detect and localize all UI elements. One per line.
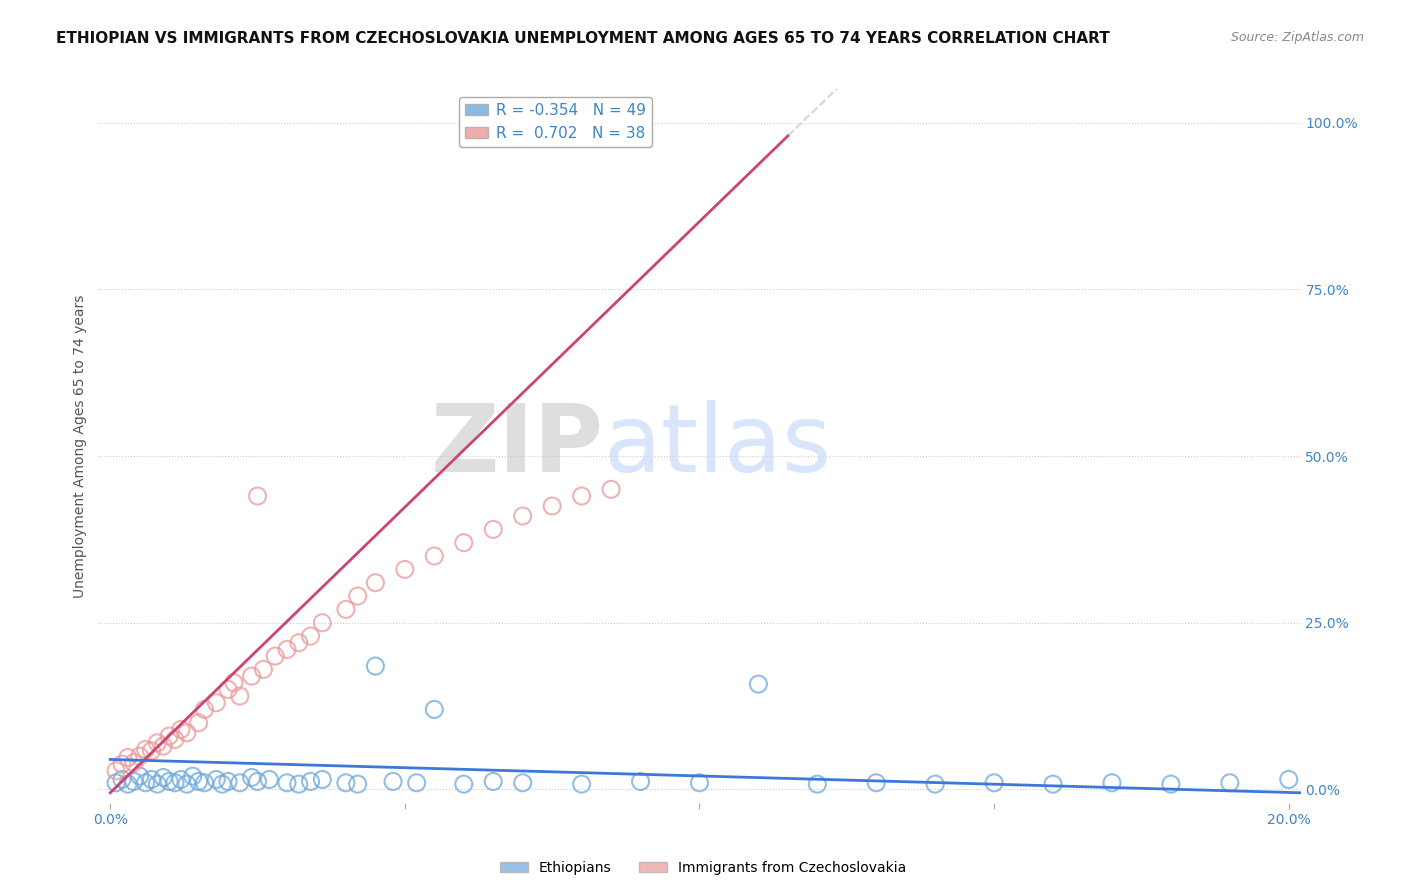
Point — [394, 562, 416, 576]
Point — [276, 642, 298, 657]
Point — [222, 675, 245, 690]
Point — [176, 777, 198, 791]
Point — [246, 489, 269, 503]
Legend: R = -0.354   N = 49, R =  0.702   N = 38: R = -0.354 N = 49, R = 0.702 N = 38 — [458, 97, 651, 146]
Point — [111, 757, 134, 772]
Legend: Ethiopians, Immigrants from Czechoslovakia: Ethiopians, Immigrants from Czechoslovak… — [495, 855, 911, 880]
Point — [453, 535, 475, 549]
Point — [152, 739, 174, 753]
Point — [382, 774, 405, 789]
Point — [299, 629, 322, 643]
Point — [217, 682, 239, 697]
Point — [141, 744, 163, 758]
Point — [453, 777, 475, 791]
Point — [229, 776, 252, 790]
Point — [157, 729, 180, 743]
Point — [193, 776, 215, 790]
Point — [311, 772, 333, 787]
Point — [311, 615, 333, 630]
Point — [865, 776, 887, 790]
Point — [176, 725, 198, 739]
Point — [1219, 776, 1241, 790]
Point — [1278, 772, 1301, 787]
Point — [482, 774, 505, 789]
Text: Source: ZipAtlas.com: Source: ZipAtlas.com — [1230, 31, 1364, 45]
Point — [211, 777, 233, 791]
Point — [170, 723, 193, 737]
Point — [512, 776, 534, 790]
Point — [1160, 777, 1182, 791]
Point — [170, 772, 193, 787]
Point — [117, 777, 139, 791]
Point — [246, 774, 269, 789]
Text: ZIP: ZIP — [430, 400, 603, 492]
Point — [482, 522, 505, 536]
Point — [163, 776, 186, 790]
Point — [600, 483, 623, 497]
Point — [264, 649, 287, 664]
Point — [346, 589, 368, 603]
Point — [135, 776, 157, 790]
Point — [983, 776, 1005, 790]
Point — [335, 602, 357, 616]
Point — [135, 742, 157, 756]
Point — [122, 774, 145, 789]
Text: atlas: atlas — [603, 400, 831, 492]
Point — [1101, 776, 1123, 790]
Point — [405, 776, 427, 790]
Point — [630, 774, 652, 789]
Point — [128, 749, 150, 764]
Point — [346, 777, 368, 791]
Point — [157, 774, 180, 789]
Point — [128, 769, 150, 783]
Point — [122, 756, 145, 770]
Point — [187, 774, 209, 789]
Point — [146, 736, 169, 750]
Point — [364, 575, 387, 590]
Point — [924, 777, 946, 791]
Point — [141, 772, 163, 787]
Point — [240, 669, 263, 683]
Point — [117, 750, 139, 764]
Point — [541, 499, 564, 513]
Point — [205, 772, 228, 787]
Point — [205, 696, 228, 710]
Point — [259, 772, 281, 787]
Point — [335, 776, 357, 790]
Point — [688, 776, 710, 790]
Point — [276, 776, 298, 790]
Point — [111, 772, 134, 787]
Point — [747, 677, 769, 691]
Point — [181, 769, 204, 783]
Point — [229, 689, 252, 703]
Point — [105, 764, 128, 778]
Point — [146, 777, 169, 791]
Point — [252, 662, 274, 676]
Point — [217, 774, 239, 789]
Point — [287, 636, 309, 650]
Point — [571, 777, 593, 791]
Point — [187, 715, 209, 730]
Point — [163, 732, 186, 747]
Point — [240, 771, 263, 785]
Point — [571, 489, 593, 503]
Y-axis label: Unemployment Among Ages 65 to 74 years: Unemployment Among Ages 65 to 74 years — [73, 294, 87, 598]
Point — [512, 509, 534, 524]
Point — [364, 659, 387, 673]
Point — [299, 774, 322, 789]
Point — [105, 776, 128, 790]
Text: ETHIOPIAN VS IMMIGRANTS FROM CZECHOSLOVAKIA UNEMPLOYMENT AMONG AGES 65 TO 74 YEA: ETHIOPIAN VS IMMIGRANTS FROM CZECHOSLOVA… — [56, 31, 1109, 46]
Point — [152, 771, 174, 785]
Point — [423, 549, 446, 563]
Point — [287, 777, 309, 791]
Point — [806, 777, 828, 791]
Point — [423, 702, 446, 716]
Point — [193, 702, 215, 716]
Point — [1042, 777, 1064, 791]
